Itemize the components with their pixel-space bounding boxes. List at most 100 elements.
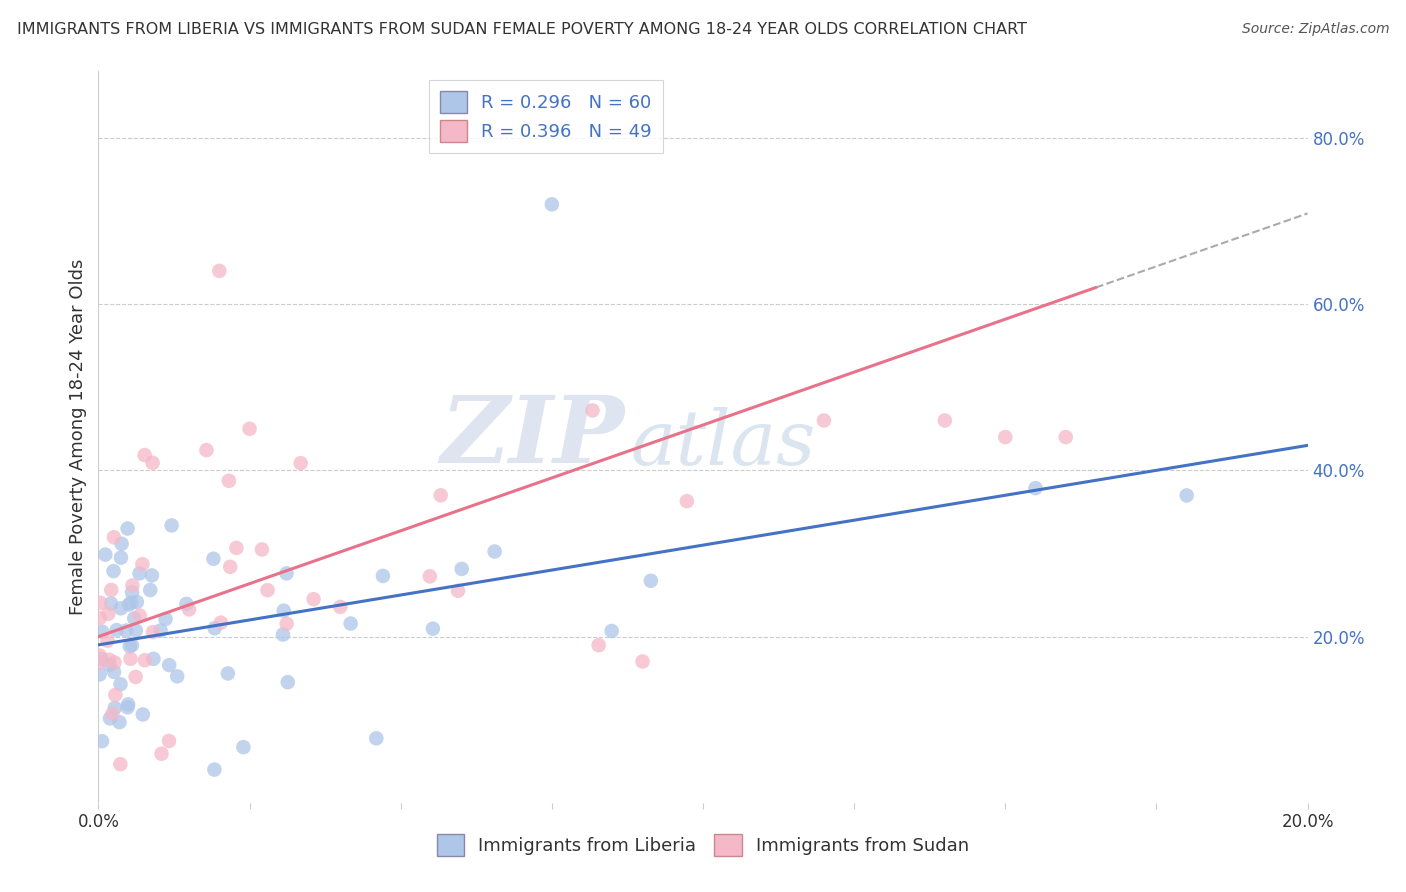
Point: [125, 624, 148, 638]
Point: [125, 595, 148, 609]
Point: [134, 653, 156, 667]
Point: [813, 413, 835, 427]
Text: atlas: atlas: [630, 408, 815, 482]
Point: [271, 627, 294, 641]
Point: [90, 596, 112, 610]
Point: [204, 621, 226, 635]
Point: [98, 711, 121, 725]
Point: [104, 688, 127, 702]
Point: [1024, 481, 1046, 495]
Point: [600, 624, 623, 638]
Point: [89, 667, 111, 681]
Point: [422, 622, 444, 636]
Point: [225, 541, 247, 555]
Point: [540, 197, 562, 211]
Point: [339, 616, 361, 631]
Point: [141, 568, 163, 582]
Point: [90, 652, 112, 666]
Point: [484, 544, 506, 558]
Point: [155, 612, 177, 626]
Point: [100, 582, 122, 597]
Point: [276, 616, 298, 631]
Point: [94, 548, 117, 562]
Point: [103, 564, 125, 578]
Point: [994, 430, 1017, 444]
Point: [89, 648, 111, 663]
Point: [218, 474, 240, 488]
Point: [103, 530, 125, 544]
Point: [97, 607, 120, 621]
Text: Source: ZipAtlas.com: Source: ZipAtlas.com: [1241, 22, 1389, 37]
Point: [105, 623, 128, 637]
Point: [640, 574, 662, 588]
Point: [1175, 488, 1198, 502]
Point: [108, 715, 131, 730]
Point: [104, 701, 127, 715]
Point: [208, 264, 231, 278]
Point: [98, 657, 121, 672]
Point: [581, 403, 603, 417]
Text: IMMIGRANTS FROM LIBERIA VS IMMIGRANTS FROM SUDAN FEMALE POVERTY AMONG 18-24 YEAR: IMMIGRANTS FROM LIBERIA VS IMMIGRANTS FR…: [17, 22, 1026, 37]
Point: [232, 740, 254, 755]
Point: [110, 550, 132, 565]
Point: [366, 731, 388, 746]
Text: ZIP: ZIP: [440, 392, 624, 482]
Point: [115, 624, 138, 638]
Point: [209, 615, 232, 630]
Point: [142, 625, 165, 640]
Point: [132, 707, 155, 722]
Point: [110, 757, 132, 772]
Point: [157, 658, 180, 673]
Point: [118, 598, 141, 612]
Point: [122, 611, 145, 625]
Point: [98, 653, 121, 667]
Point: [134, 448, 156, 462]
Point: [276, 566, 298, 581]
Point: [128, 608, 150, 623]
Point: [128, 566, 150, 581]
Point: [110, 537, 132, 551]
Point: [121, 585, 143, 599]
Legend: Immigrants from Liberia, Immigrants from Sudan: Immigrants from Liberia, Immigrants from…: [426, 823, 980, 867]
Point: [101, 706, 124, 721]
Point: [110, 677, 132, 691]
Point: [121, 578, 143, 592]
Point: [588, 638, 610, 652]
Point: [277, 675, 299, 690]
Point: [87, 657, 110, 671]
Point: [118, 640, 141, 654]
Point: [447, 583, 470, 598]
Point: [450, 562, 472, 576]
Point: [117, 698, 139, 712]
Point: [195, 443, 218, 458]
Point: [676, 494, 699, 508]
Point: [934, 413, 956, 427]
Point: [142, 456, 165, 470]
Point: [89, 611, 111, 625]
Point: [273, 604, 295, 618]
Point: [419, 569, 441, 583]
Point: [329, 599, 352, 614]
Point: [131, 557, 153, 571]
Point: [176, 597, 198, 611]
Point: [120, 596, 142, 610]
Point: [302, 592, 325, 607]
Point: [110, 601, 132, 615]
Point: [250, 542, 273, 557]
Point: [150, 747, 173, 761]
Point: [149, 624, 172, 638]
Point: [103, 656, 125, 670]
Point: [217, 666, 239, 681]
Point: [160, 518, 183, 533]
Point: [157, 734, 180, 748]
Point: [202, 551, 225, 566]
Point: [239, 422, 262, 436]
Point: [103, 665, 125, 679]
Point: [117, 700, 139, 714]
Point: [96, 633, 118, 648]
Point: [290, 456, 312, 470]
Point: [166, 669, 188, 683]
Point: [204, 763, 226, 777]
Point: [429, 488, 451, 502]
Point: [91, 734, 114, 748]
